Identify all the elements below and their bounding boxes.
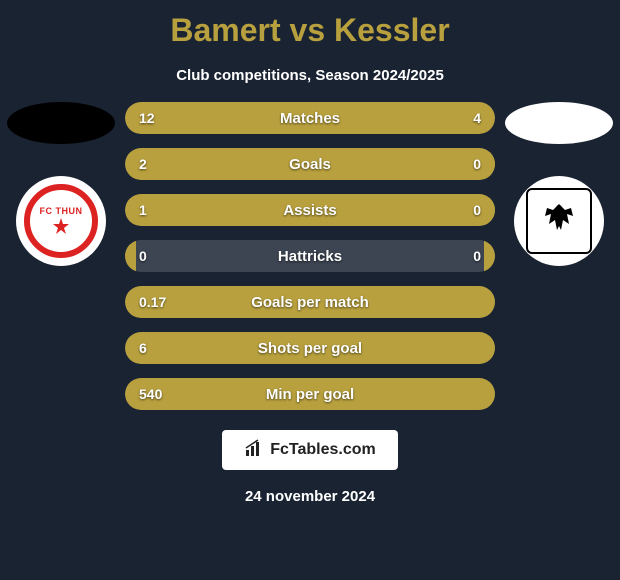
stat-label: Shots per goal — [125, 340, 495, 357]
comparison-infographic: Bamert vs Kessler Club competitions, Sea… — [0, 0, 620, 580]
player-left-column: FC THUN — [7, 102, 115, 266]
page-title: Bamert vs Kessler — [0, 12, 620, 49]
stat-label: Matches — [125, 110, 495, 127]
subtitle: Club competitions, Season 2024/2025 — [0, 67, 620, 84]
stat-value-right: 0 — [473, 248, 481, 264]
stat-label: Goals — [125, 156, 495, 173]
player-right-column — [505, 102, 613, 266]
player-left-ellipse — [7, 102, 115, 144]
branding-badge[interactable]: FcTables.com — [222, 430, 398, 470]
branding-text: FcTables.com — [270, 441, 376, 459]
stat-label: Goals per match — [125, 294, 495, 311]
stat-value-right: 0 — [473, 202, 481, 218]
stat-value-right: 0 — [473, 156, 481, 172]
main-content: FC THUN 12Matches42Goals01Assists00Hattr… — [0, 102, 620, 410]
stat-row: 12Matches4 — [125, 102, 495, 134]
fc-aarau-logo — [522, 184, 596, 258]
stat-row: 2Goals0 — [125, 148, 495, 180]
stat-row: 0Hattricks0 — [125, 240, 495, 272]
stat-label: Min per goal — [125, 386, 495, 403]
stat-value-right: 4 — [473, 110, 481, 126]
fc-thun-logo: FC THUN — [24, 184, 98, 258]
stat-label: Hattricks — [125, 248, 495, 265]
club-logo-right — [514, 176, 604, 266]
star-icon — [24, 184, 98, 258]
stat-row: 6Shots per goal — [125, 332, 495, 364]
stat-row: 1Assists0 — [125, 194, 495, 226]
stat-label: Assists — [125, 202, 495, 219]
date-footer: 24 november 2024 — [0, 488, 620, 505]
club-logo-left: FC THUN — [16, 176, 106, 266]
stat-row: 540Min per goal — [125, 378, 495, 410]
player-right-ellipse — [505, 102, 613, 144]
stat-row: 0.17Goals per match — [125, 286, 495, 318]
chart-icon — [244, 438, 264, 463]
stat-bars: 12Matches42Goals01Assists00Hattricks00.1… — [125, 102, 495, 410]
eagle-icon — [539, 198, 579, 243]
